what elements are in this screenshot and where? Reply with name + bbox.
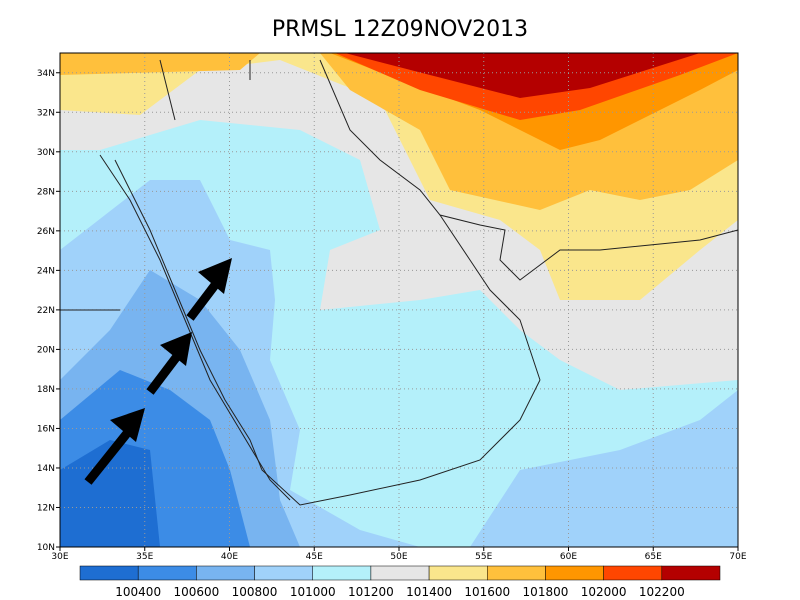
colorbar-label: 100800 bbox=[232, 585, 278, 599]
colorbar-label: 100400 bbox=[115, 585, 161, 599]
x-tick-label: 70E bbox=[729, 552, 746, 562]
colorbar-label: 101000 bbox=[290, 585, 336, 599]
coastline bbox=[99, 154, 291, 501]
x-tick-label: 35E bbox=[136, 552, 153, 562]
coastline bbox=[319, 59, 739, 281]
coastline bbox=[439, 214, 541, 381]
y-tick-label: 10N bbox=[37, 543, 55, 553]
x-tick-label: 60E bbox=[560, 552, 577, 562]
colorbar-label: 102000 bbox=[581, 585, 627, 599]
coastline bbox=[114, 159, 541, 506]
y-tick-label: 14N bbox=[37, 464, 55, 474]
y-tick-label: 26N bbox=[37, 227, 55, 237]
arrow bbox=[146, 352, 182, 395]
field bbox=[60, 53, 260, 75]
y-tick-label: 20N bbox=[37, 345, 55, 355]
x-tick-label: 50E bbox=[390, 552, 407, 562]
arrow-head bbox=[198, 258, 232, 294]
x-tick-label: 40E bbox=[221, 552, 238, 562]
arrows bbox=[84, 258, 232, 485]
colorbar-box bbox=[370, 565, 430, 581]
y-tick-label: 22N bbox=[37, 306, 55, 316]
y-tick-label: 34N bbox=[37, 69, 55, 79]
colorbar-box bbox=[137, 565, 197, 581]
field bbox=[60, 440, 160, 547]
x-tick-label: 30E bbox=[51, 552, 68, 562]
x-tick-label: 45E bbox=[306, 552, 323, 562]
field bbox=[345, 53, 700, 98]
colorbar-label: 101600 bbox=[464, 585, 510, 599]
colorbar: 100400 100600 100800 101000 101200 101400 1016… bbox=[79, 565, 721, 599]
border bbox=[60, 59, 251, 311]
axes: 30E 35E 40E 45E 50E 55E 60E 65E 70E 10N 12N 14N 16N 1… bbox=[37, 69, 747, 562]
colorbar-box bbox=[603, 565, 663, 581]
y-tick-label: 16N bbox=[37, 424, 55, 434]
colorbar-label: 101400 bbox=[406, 585, 452, 599]
arrow bbox=[186, 282, 219, 321]
title: PRMSL 12Z09NOV2013 bbox=[272, 17, 528, 42]
arrow-head bbox=[160, 332, 192, 366]
arrow-head bbox=[110, 408, 145, 442]
y-tick-label: 32N bbox=[37, 108, 55, 118]
colorbar-label: 101200 bbox=[348, 585, 394, 599]
colorbar-box bbox=[661, 565, 721, 581]
colorbar-label: 100600 bbox=[173, 585, 219, 599]
y-tick-label: 30N bbox=[37, 148, 55, 158]
y-tick-label: 12N bbox=[37, 503, 55, 513]
colorbar-box bbox=[487, 565, 546, 581]
coastlines bbox=[60, 59, 739, 506]
colorbar-label: 101800 bbox=[523, 585, 569, 599]
y-tick-label: 28N bbox=[37, 187, 55, 197]
colorbar-box bbox=[545, 565, 604, 581]
y-tick-label: 24N bbox=[37, 266, 55, 276]
x-tick-label: 65E bbox=[645, 552, 662, 562]
x-tick-label: 55E bbox=[475, 552, 492, 562]
pressure-fields bbox=[60, 53, 738, 547]
colorbar-box bbox=[254, 565, 313, 581]
y-tick-label: 18N bbox=[37, 385, 55, 395]
colorbar-box bbox=[428, 565, 488, 581]
colorbar-box bbox=[79, 565, 139, 581]
colorbar-box bbox=[312, 565, 372, 581]
colorbar-label: 102200 bbox=[639, 585, 685, 599]
arrow bbox=[84, 429, 132, 485]
colorbar-box bbox=[196, 565, 255, 581]
